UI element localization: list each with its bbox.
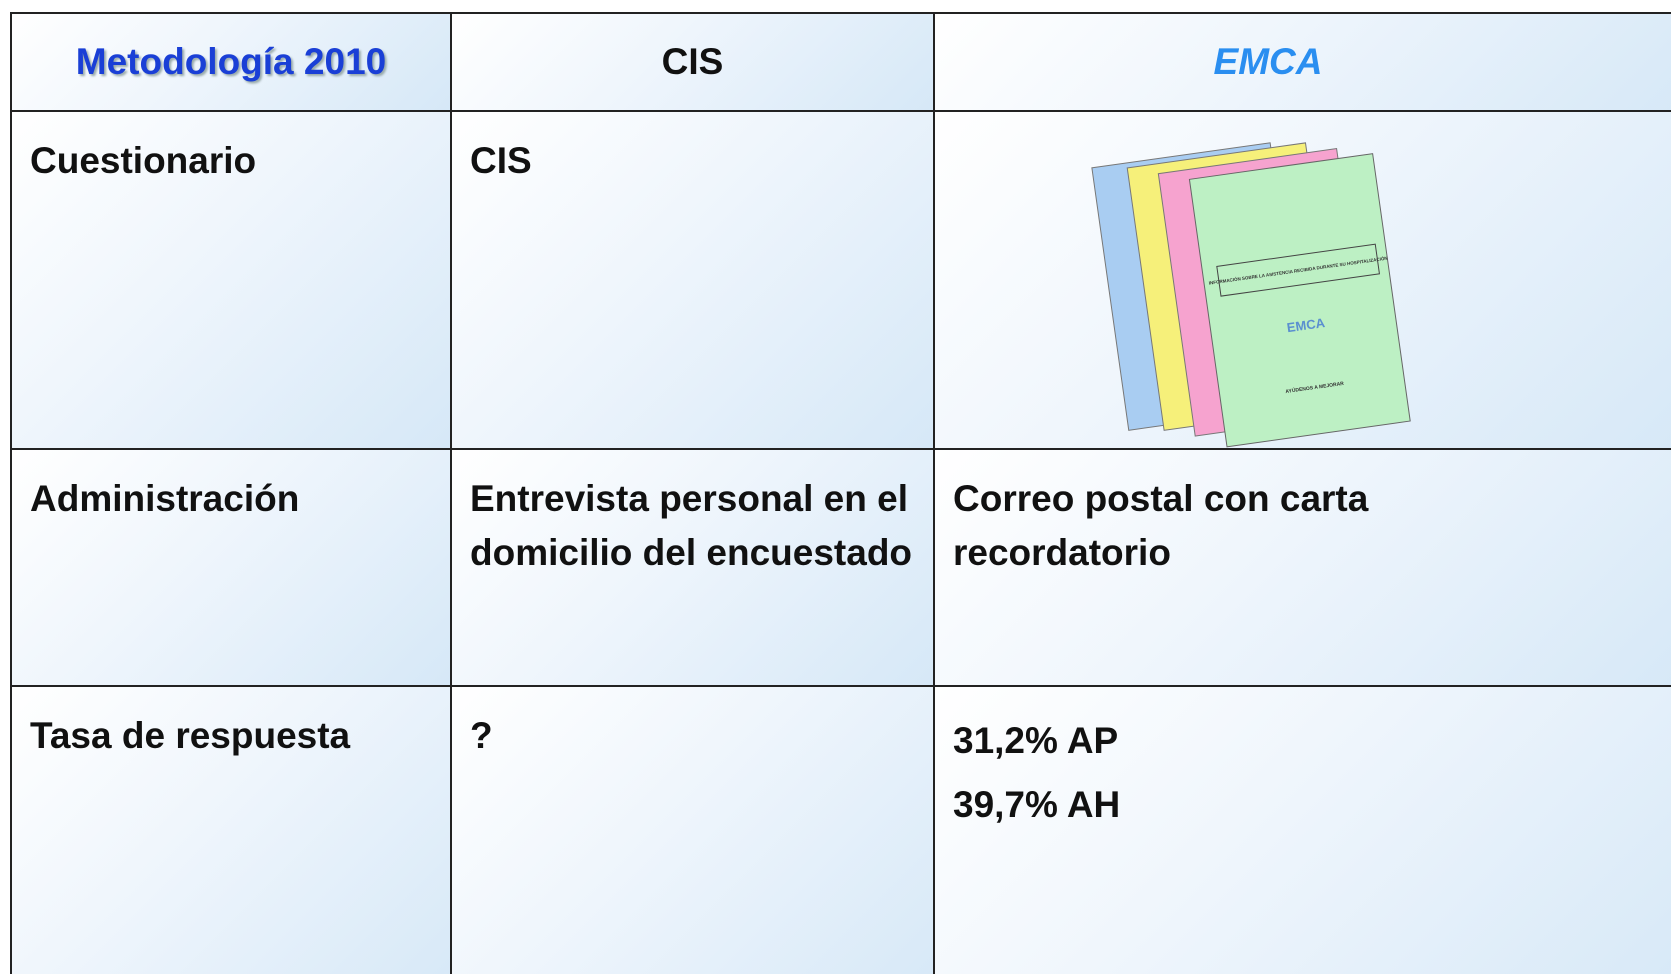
header-text: Metodología 2010 (75, 41, 387, 82)
questionnaire-image: INFORMACIÓN SOBRE LA ASISTENCIA RECIBIDA… (1091, 142, 1411, 448)
cell-line: 31,2% AP (953, 720, 1119, 761)
doc-logo: EMCA (1286, 315, 1327, 335)
cell: 31,2% AP 39,7% AH (933, 685, 1671, 974)
header-text: EMCA (1213, 41, 1323, 82)
title-box (1216, 243, 1380, 297)
row-label: Administración (10, 448, 452, 687)
cell: CIS (450, 110, 935, 450)
header-text: CIS (661, 41, 724, 82)
cell: Entrevista personal en el domicilio del … (450, 448, 935, 687)
image-cell: INFORMACIÓN SOBRE LA ASISTENCIA RECIBIDA… (933, 110, 1671, 450)
header-cell: EMCA (933, 12, 1671, 112)
cell: Correo postal con carta recordatorio (933, 448, 1671, 687)
cell-text: Correo postal con carta recordatorio (953, 478, 1369, 573)
cell-line: 39,7% AH (953, 784, 1121, 825)
row-label: Cuestionario (10, 110, 452, 450)
header-cell: Metodología 2010 (10, 12, 452, 112)
header-cell: CIS (450, 12, 935, 112)
cell: ? (450, 685, 935, 974)
page-green (1188, 153, 1411, 448)
row-label: Tasa de respuesta (10, 685, 452, 974)
